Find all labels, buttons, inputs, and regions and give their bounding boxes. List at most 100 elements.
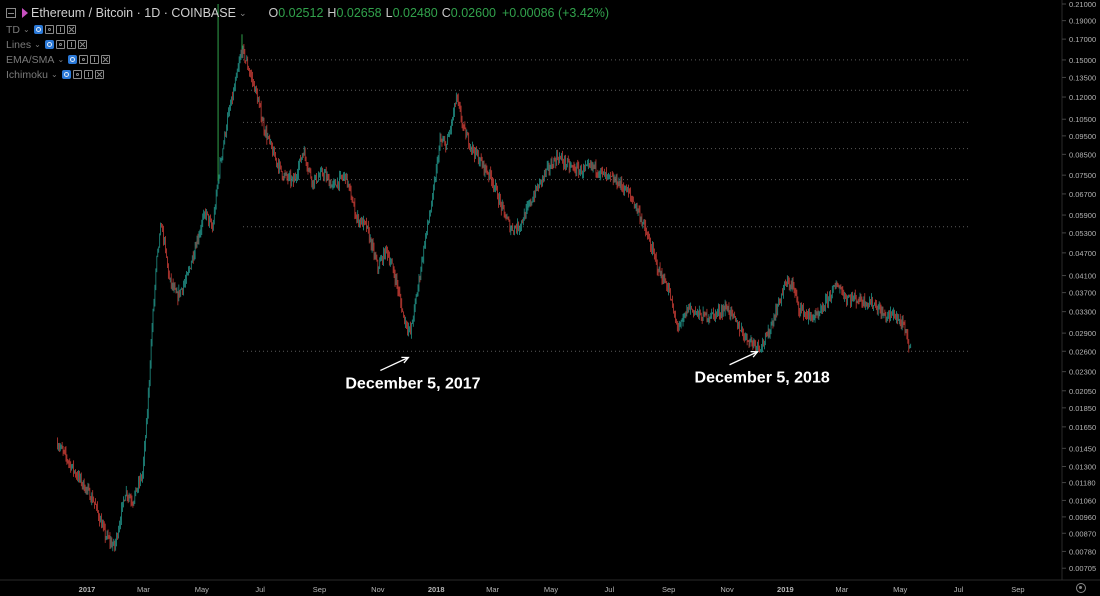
time-axis[interactable]: 2017 Mar May Jul Sep Nov 2018 Mar May Jul Sep Nov 20… xyxy=(79,585,1025,594)
y-tick-label: 0.02900 xyxy=(1069,329,1096,338)
y-tick-label: 0.09500 xyxy=(1069,132,1096,141)
gear-icon[interactable] xyxy=(44,25,54,34)
y-tick-label: 0.01850 xyxy=(1069,404,1096,413)
y-tick-label: 0.08500 xyxy=(1069,150,1096,159)
close-value: 0.02600 xyxy=(450,6,496,20)
chart-settings-icon[interactable] xyxy=(1076,583,1086,593)
x-tick-label: Mar xyxy=(486,585,499,594)
y-tick-label: 0.10500 xyxy=(1069,115,1096,124)
level-lines xyxy=(243,59,968,352)
chevron-down-icon[interactable]: ⌄ xyxy=(238,7,247,18)
candlesticks xyxy=(56,4,912,552)
open-label: O xyxy=(268,6,279,20)
y-tick-label: 0.12000 xyxy=(1069,93,1096,102)
gear-icon[interactable] xyxy=(79,55,89,64)
y-tick-label: 0.03700 xyxy=(1069,289,1096,298)
symbol-logo-icon xyxy=(22,8,28,18)
chevron-down-icon[interactable]: ⌄ xyxy=(51,70,58,79)
indicator-ichimoku[interactable]: Ichimoku ⌄ xyxy=(6,67,609,82)
y-tick-label: 0.19000 xyxy=(1069,17,1096,26)
y-tick-label: 0.01300 xyxy=(1069,462,1096,471)
y-tick-label: 0.01060 xyxy=(1069,496,1096,505)
y-tick-label: 0.03300 xyxy=(1069,308,1096,317)
y-tick-label: 0.01450 xyxy=(1069,444,1096,453)
price-axis[interactable]: 0.21000 0.19000 0.17000 0.15000 0.13500 0.120… xyxy=(1062,0,1096,573)
annotation-label: December 5, 2018 xyxy=(695,370,830,387)
change-value: +0.00086 (+3.42%) xyxy=(501,6,610,20)
y-tick-label: 0.00960 xyxy=(1069,513,1096,522)
close-label: C xyxy=(441,6,451,20)
indicator-label[interactable]: Lines xyxy=(6,38,32,51)
x-tick-label: 2019 xyxy=(777,585,794,594)
x-tick-label: Nov xyxy=(720,585,734,594)
low-label: L xyxy=(385,6,393,20)
eye-icon[interactable] xyxy=(44,40,54,49)
source-code-icon[interactable] xyxy=(90,55,100,64)
annotation-arrow xyxy=(380,356,410,372)
x-tick-label: Mar xyxy=(137,585,150,594)
y-tick-label: 0.04700 xyxy=(1069,249,1096,258)
gear-icon[interactable] xyxy=(55,40,65,49)
symbol-row: Ethereum / Bitcoin · 1D · COINBASE ⌄ O 0.… xyxy=(6,4,609,22)
y-tick-label: 0.05300 xyxy=(1069,229,1096,238)
x-tick-label: Nov xyxy=(371,585,385,594)
y-tick-label: 0.07500 xyxy=(1069,171,1096,180)
indicator-label[interactable]: Ichimoku xyxy=(6,68,49,81)
x-tick-label: May xyxy=(544,585,558,594)
gear-icon[interactable] xyxy=(72,70,82,79)
x-tick-label: May xyxy=(195,585,209,594)
x-tick-label: Jul xyxy=(255,585,265,594)
x-tick-label: May xyxy=(893,585,907,594)
indicator-label[interactable]: EMA/SMA xyxy=(6,53,55,66)
x-tick-label: Mar xyxy=(835,585,848,594)
eye-icon[interactable] xyxy=(68,55,78,64)
close-icon[interactable] xyxy=(94,70,104,79)
y-tick-label: 0.06700 xyxy=(1069,190,1096,199)
symbol-title[interactable]: Ethereum / Bitcoin · 1D · COINBASE xyxy=(31,6,236,20)
indicator-td[interactable]: TD ⌄ xyxy=(6,22,609,37)
source-code-icon[interactable] xyxy=(83,70,93,79)
y-tick-label: 0.13500 xyxy=(1069,73,1096,82)
eye-icon[interactable] xyxy=(33,25,43,34)
y-tick-label: 0.05900 xyxy=(1069,211,1096,220)
annotation-label: December 5, 2017 xyxy=(345,375,480,392)
collapse-icon[interactable] xyxy=(6,8,16,18)
y-tick-label: 0.00870 xyxy=(1069,529,1096,538)
chevron-down-icon[interactable]: ⌄ xyxy=(23,25,30,34)
y-tick-label: 0.00780 xyxy=(1069,547,1096,556)
chevron-down-icon[interactable]: ⌄ xyxy=(34,40,41,49)
y-tick-label: 0.02300 xyxy=(1069,368,1096,377)
indicator-label[interactable]: TD xyxy=(6,23,20,36)
y-tick-label: 0.00705 xyxy=(1069,564,1096,573)
high-label: H xyxy=(327,6,337,20)
indicator-lines[interactable]: Lines ⌄ xyxy=(6,37,609,52)
y-tick-label: 0.01180 xyxy=(1069,479,1096,488)
x-tick-label: Jul xyxy=(605,585,615,594)
annotation-arrow xyxy=(729,350,759,366)
high-value: 0.02658 xyxy=(336,6,382,20)
chart-legend: Ethereum / Bitcoin · 1D · COINBASE ⌄ O 0.… xyxy=(6,4,609,82)
open-value: 0.02512 xyxy=(278,6,324,20)
x-tick-label: 2018 xyxy=(428,585,445,594)
chevron-down-icon[interactable]: ⌄ xyxy=(57,55,65,64)
x-tick-label: Sep xyxy=(662,585,675,594)
low-value: 0.02480 xyxy=(392,6,438,20)
x-tick-label: Sep xyxy=(1011,585,1024,594)
source-code-icon[interactable] xyxy=(55,25,65,34)
x-tick-label: Sep xyxy=(313,585,326,594)
x-tick-label: Jul xyxy=(954,585,964,594)
source-code-icon[interactable] xyxy=(66,40,76,49)
close-icon[interactable] xyxy=(101,55,111,64)
y-tick-label: 0.15000 xyxy=(1069,56,1096,65)
eye-icon[interactable] xyxy=(61,70,71,79)
y-tick-label: 0.17000 xyxy=(1069,35,1096,44)
y-tick-label: 0.21000 xyxy=(1069,0,1096,9)
close-icon[interactable] xyxy=(77,40,87,49)
indicator-ema-sma[interactable]: EMA/SMA ⌄ xyxy=(6,52,609,67)
annotations: December 5, 2017 December 5, 2018 xyxy=(345,350,830,392)
y-tick-label: 0.04100 xyxy=(1069,272,1096,281)
y-tick-label: 0.02600 xyxy=(1069,347,1096,356)
x-tick-label: 2017 xyxy=(79,585,96,594)
close-icon[interactable] xyxy=(66,25,76,34)
